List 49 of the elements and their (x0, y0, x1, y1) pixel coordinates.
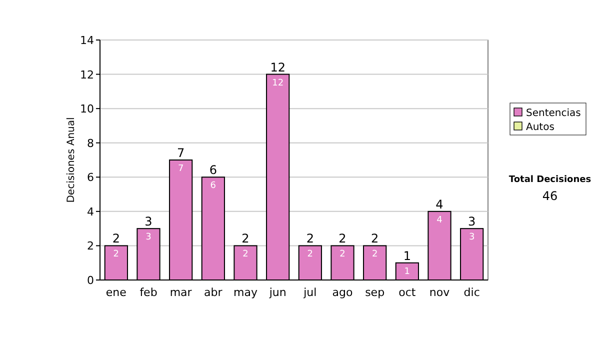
total-label: 2 (242, 232, 250, 246)
text: Total Decisiones (508, 175, 592, 185)
x-tick-label: ago (332, 286, 353, 299)
data-label: 2 (372, 250, 378, 260)
total-label: 2 (306, 232, 314, 246)
total-label: 3 (468, 214, 476, 229)
y-tick-label: 12 (80, 68, 94, 82)
total-label: 2 (338, 232, 346, 246)
x-tick-label: oct (398, 286, 416, 299)
x-tick-label: ene (106, 286, 127, 299)
x-tick-label: jul (302, 286, 317, 299)
x-tick-label: dic (464, 286, 480, 299)
total-label: 6 (209, 163, 217, 178)
total-label: 2 (371, 232, 379, 246)
total-label: 12 (270, 60, 286, 74)
data-label: 4 (436, 215, 443, 226)
data-label: 3 (146, 232, 152, 243)
data-label: 2 (307, 250, 314, 260)
data-label: 6 (210, 181, 216, 192)
y-tick-label: 8 (87, 136, 94, 150)
x-tick-label: may (234, 286, 258, 299)
total-label: 7 (177, 146, 185, 160)
data-label: 2 (242, 250, 248, 260)
x-tick-label: sep (365, 286, 385, 299)
data-label: 1 (404, 266, 410, 277)
y-tick-label: 4 (87, 205, 94, 218)
y-axis-title: Decisiones Anual (66, 117, 77, 203)
data-label: 2 (340, 250, 346, 260)
x-tick-label: jun (268, 286, 286, 299)
total-label: 4 (436, 197, 444, 212)
y-tick-label: 10 (80, 102, 94, 116)
y-tick-label: 14 (80, 34, 94, 47)
legend-label: Sentencias (526, 108, 581, 119)
x-tick-label: nov (429, 286, 450, 299)
data-label: 7 (178, 164, 184, 174)
data-label: 12 (272, 78, 284, 88)
y-tick-label: 6 (87, 171, 94, 184)
legend-label: Autos (526, 122, 554, 133)
text: 46 (542, 189, 558, 203)
data-label: 3 (468, 232, 475, 243)
data-label: 2 (113, 250, 120, 260)
x-tick-label: abr (204, 286, 223, 299)
total-label: 2 (112, 232, 120, 246)
total-label: 3 (144, 214, 152, 229)
x-tick-label: feb (140, 286, 158, 299)
x-tick-label: mar (170, 286, 192, 299)
total-label: 1 (403, 248, 411, 263)
y-tick-label: 2 (87, 240, 94, 253)
y-tick-label: 0 (87, 274, 94, 287)
